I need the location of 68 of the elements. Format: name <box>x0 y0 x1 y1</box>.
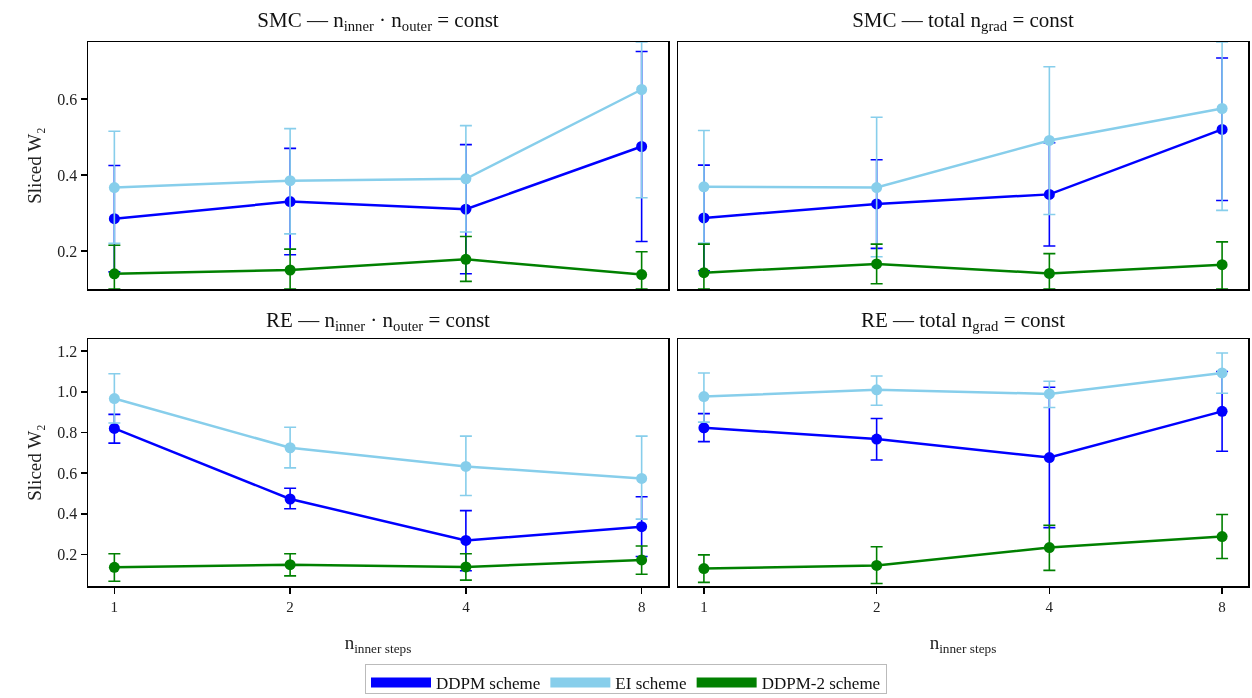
x-axis-title: n$_{inner steps}$ <box>344 632 412 657</box>
point <box>284 559 296 571</box>
point <box>108 561 120 573</box>
chart-title: RE — n$_{inner}$ · n$_{outer}$ = const <box>266 307 491 335</box>
chart-title: SMC — n$_{inner}$ · n$_{outer}$ = const <box>257 7 499 35</box>
chart-title: RE — total n$_{grad}$ = const <box>860 307 1066 335</box>
point <box>636 472 648 484</box>
y-tick-label: 0.4 <box>57 505 78 523</box>
y-tick-label: 0.6 <box>57 464 78 482</box>
point <box>1216 531 1228 543</box>
point <box>1216 103 1228 114</box>
point <box>698 422 710 434</box>
point <box>871 559 883 571</box>
y-tick-label: 0.4 <box>57 166 78 184</box>
x-tick-label: 4 <box>1045 598 1054 615</box>
point <box>636 84 648 95</box>
x-tick-label: 2 <box>872 598 881 615</box>
point <box>460 173 472 185</box>
y-tick-label: 0.2 <box>57 242 78 260</box>
x-tick-label: 1 <box>700 598 708 615</box>
x-tick-label: 4 <box>462 598 471 615</box>
point <box>1043 452 1055 464</box>
y-axis-title: Sliced W₂ <box>24 424 46 501</box>
point <box>1216 367 1228 379</box>
x-tick-label: 1 <box>110 598 119 615</box>
y-tick-label: 1.0 <box>57 383 78 401</box>
legend-label: DDPM-2 scheme <box>761 674 881 694</box>
legend-label: DDPM scheme <box>436 674 541 694</box>
point <box>871 182 883 194</box>
point <box>108 393 120 405</box>
y-tick-label: 0.8 <box>57 424 78 442</box>
point <box>108 268 120 280</box>
point <box>698 267 710 279</box>
point <box>871 258 883 270</box>
point <box>1043 267 1055 279</box>
x-tick-label: 2 <box>286 598 294 615</box>
point <box>108 422 120 434</box>
point <box>460 534 472 546</box>
point <box>698 391 710 403</box>
point <box>1043 542 1055 554</box>
point <box>871 384 883 396</box>
legend-label: EI scheme <box>615 674 687 694</box>
point <box>284 175 296 187</box>
point <box>460 561 472 573</box>
x-tick-label: 8 <box>637 598 646 615</box>
y-axis-title: Sliced W₂ <box>24 127 46 204</box>
point <box>284 264 296 276</box>
point <box>1043 134 1055 146</box>
point <box>698 181 710 193</box>
point <box>1216 405 1228 417</box>
point <box>636 269 648 281</box>
point <box>636 554 648 566</box>
point <box>698 563 710 575</box>
point <box>284 442 296 454</box>
y-tick-label: 0.6 <box>57 90 78 108</box>
y-tick-label: 0.2 <box>57 546 78 564</box>
point <box>636 521 648 533</box>
point <box>460 460 472 472</box>
x-axis-title: n$_{inner steps}$ <box>929 632 997 657</box>
point <box>1216 259 1228 271</box>
point <box>871 433 883 445</box>
point <box>1043 388 1055 400</box>
y-tick-label: 1.2 <box>57 342 78 360</box>
point <box>108 182 120 194</box>
chart-title: SMC — total n$_{grad}$ = const <box>852 7 1075 35</box>
point <box>460 253 472 265</box>
point <box>284 493 296 505</box>
x-tick-label: 8 <box>1218 598 1226 615</box>
